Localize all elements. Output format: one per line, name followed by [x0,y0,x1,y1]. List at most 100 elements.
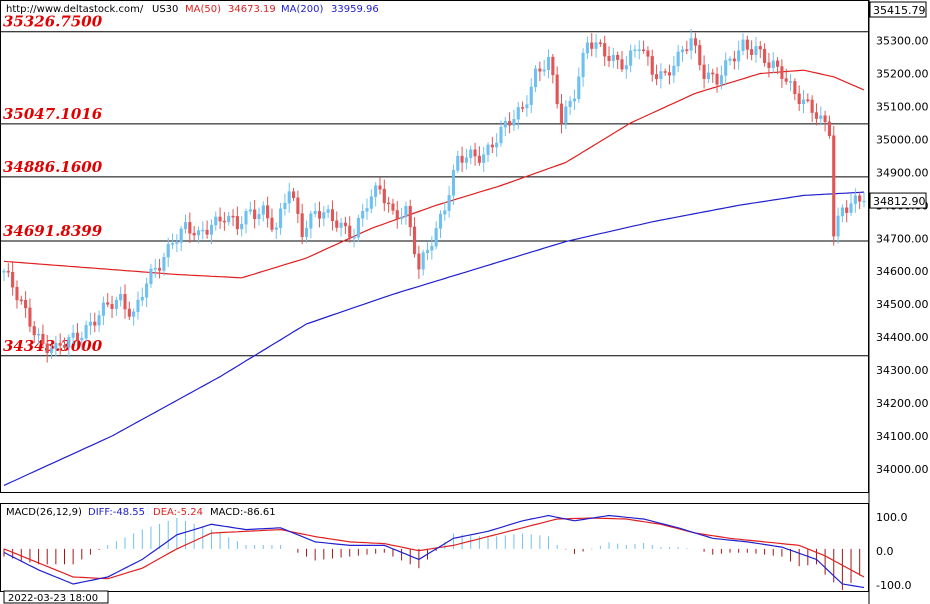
candle-body [629,50,633,66]
candle-body [274,227,278,230]
candle-body [637,49,641,51]
candle-body [456,155,460,171]
candle-body [127,308,131,317]
candle-body [261,205,265,215]
footer-date: 2022-03-23 18:00 [8,593,98,604]
candle-body [330,209,334,221]
price-tick: 35200.00 [876,67,929,80]
candle-body [166,244,170,258]
candle-body [577,76,581,100]
candle-body [438,213,443,229]
candle-body [836,215,840,237]
candle-body [67,337,71,348]
level-label: 34691.8399 [3,222,103,240]
candle-body [382,188,386,204]
candle-body [335,220,339,228]
candle-body [54,342,58,349]
macd-diff-label: DIFF:-48.55 [88,507,145,518]
candle-body [170,243,175,245]
candle-body [853,195,857,204]
candle-body [309,213,313,229]
ma200-line [3,191,865,486]
candle-body [521,107,525,109]
candle-body [404,205,408,218]
candle-body [365,208,369,212]
candle-body [279,208,283,229]
candle-body [473,149,477,157]
candle-body [205,229,209,235]
candle-body [585,42,589,54]
candle-body [391,203,395,211]
candle-body [551,56,555,76]
candle-body [706,72,710,79]
candle-body [24,299,28,309]
ma50-line [3,69,865,279]
macd-dea-label: DEA:-5.24 [153,507,203,518]
candle-body [15,286,19,301]
candle-body [313,211,317,214]
level-label: 34886.1600 [3,158,103,176]
candle-body [754,46,758,55]
candle-body [490,144,494,148]
candle-body [209,224,213,235]
macd-dea-line [3,517,865,580]
candle-body [356,217,360,238]
candle-body [110,304,114,309]
macd-value-label: MACD:-86.61 [210,507,276,518]
candle-body [797,93,801,105]
candle-body [767,62,771,68]
candle-body [214,216,218,226]
candle-body [339,222,343,228]
price-axis: 34000.00 34100.00 34200.00 34300.00 34400.00… [876,35,929,476]
current-price-label: 34812.90 [873,195,926,208]
candle-body [413,226,417,255]
candle-body [538,68,542,72]
candle-body [655,74,659,80]
candle-body [512,118,516,126]
candle-body [348,225,352,238]
candle-body [784,78,788,82]
candle-body [745,39,749,50]
candle-body [477,155,481,163]
candle-body [84,325,88,339]
price-tick: 35300.00 [876,35,929,48]
macd-tick-minus100: -100.0 [876,579,911,592]
price-tick: 34600.00 [876,265,929,278]
candle-body [646,50,650,57]
candle-body [37,333,41,336]
candle-body [28,307,32,327]
candle-body [737,50,741,62]
candle-body [715,73,719,85]
candle-body [499,126,503,144]
candle-body [680,49,685,53]
candle-body [840,207,844,217]
candle-body [572,98,577,102]
candle-body [607,55,611,61]
candle-body [443,210,447,215]
candle-body [395,210,399,220]
candle-body [542,69,546,72]
candle-body [326,209,330,213]
candle-body [819,115,823,119]
candle-body [179,228,183,243]
candle-body [525,104,529,109]
candle-body [421,252,425,270]
symbol-label: US30 [152,4,178,15]
candle-body [495,142,499,148]
ma200-value: 33959.96 [331,4,379,15]
candle-body [114,299,118,309]
footer-date-box [3,590,109,604]
candle-body [430,245,434,251]
candle-body [693,38,698,46]
candle-body [106,302,110,305]
candle-body [568,100,572,108]
candle-body [460,155,464,163]
candle-body [801,99,806,105]
candle-body [590,42,594,49]
candle-body [283,202,287,210]
candle-body [659,71,663,80]
price-tick: 34100.00 [876,430,929,443]
candle-body [132,311,136,317]
candle-body [88,321,92,326]
ma50-value: 34673.19 [228,4,276,15]
